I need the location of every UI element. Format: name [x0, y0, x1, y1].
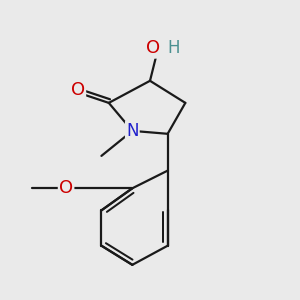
Text: O: O [71, 81, 85, 99]
Text: H: H [167, 39, 180, 57]
Text: N: N [126, 122, 139, 140]
Text: O: O [146, 39, 160, 57]
Text: O: O [59, 179, 73, 197]
